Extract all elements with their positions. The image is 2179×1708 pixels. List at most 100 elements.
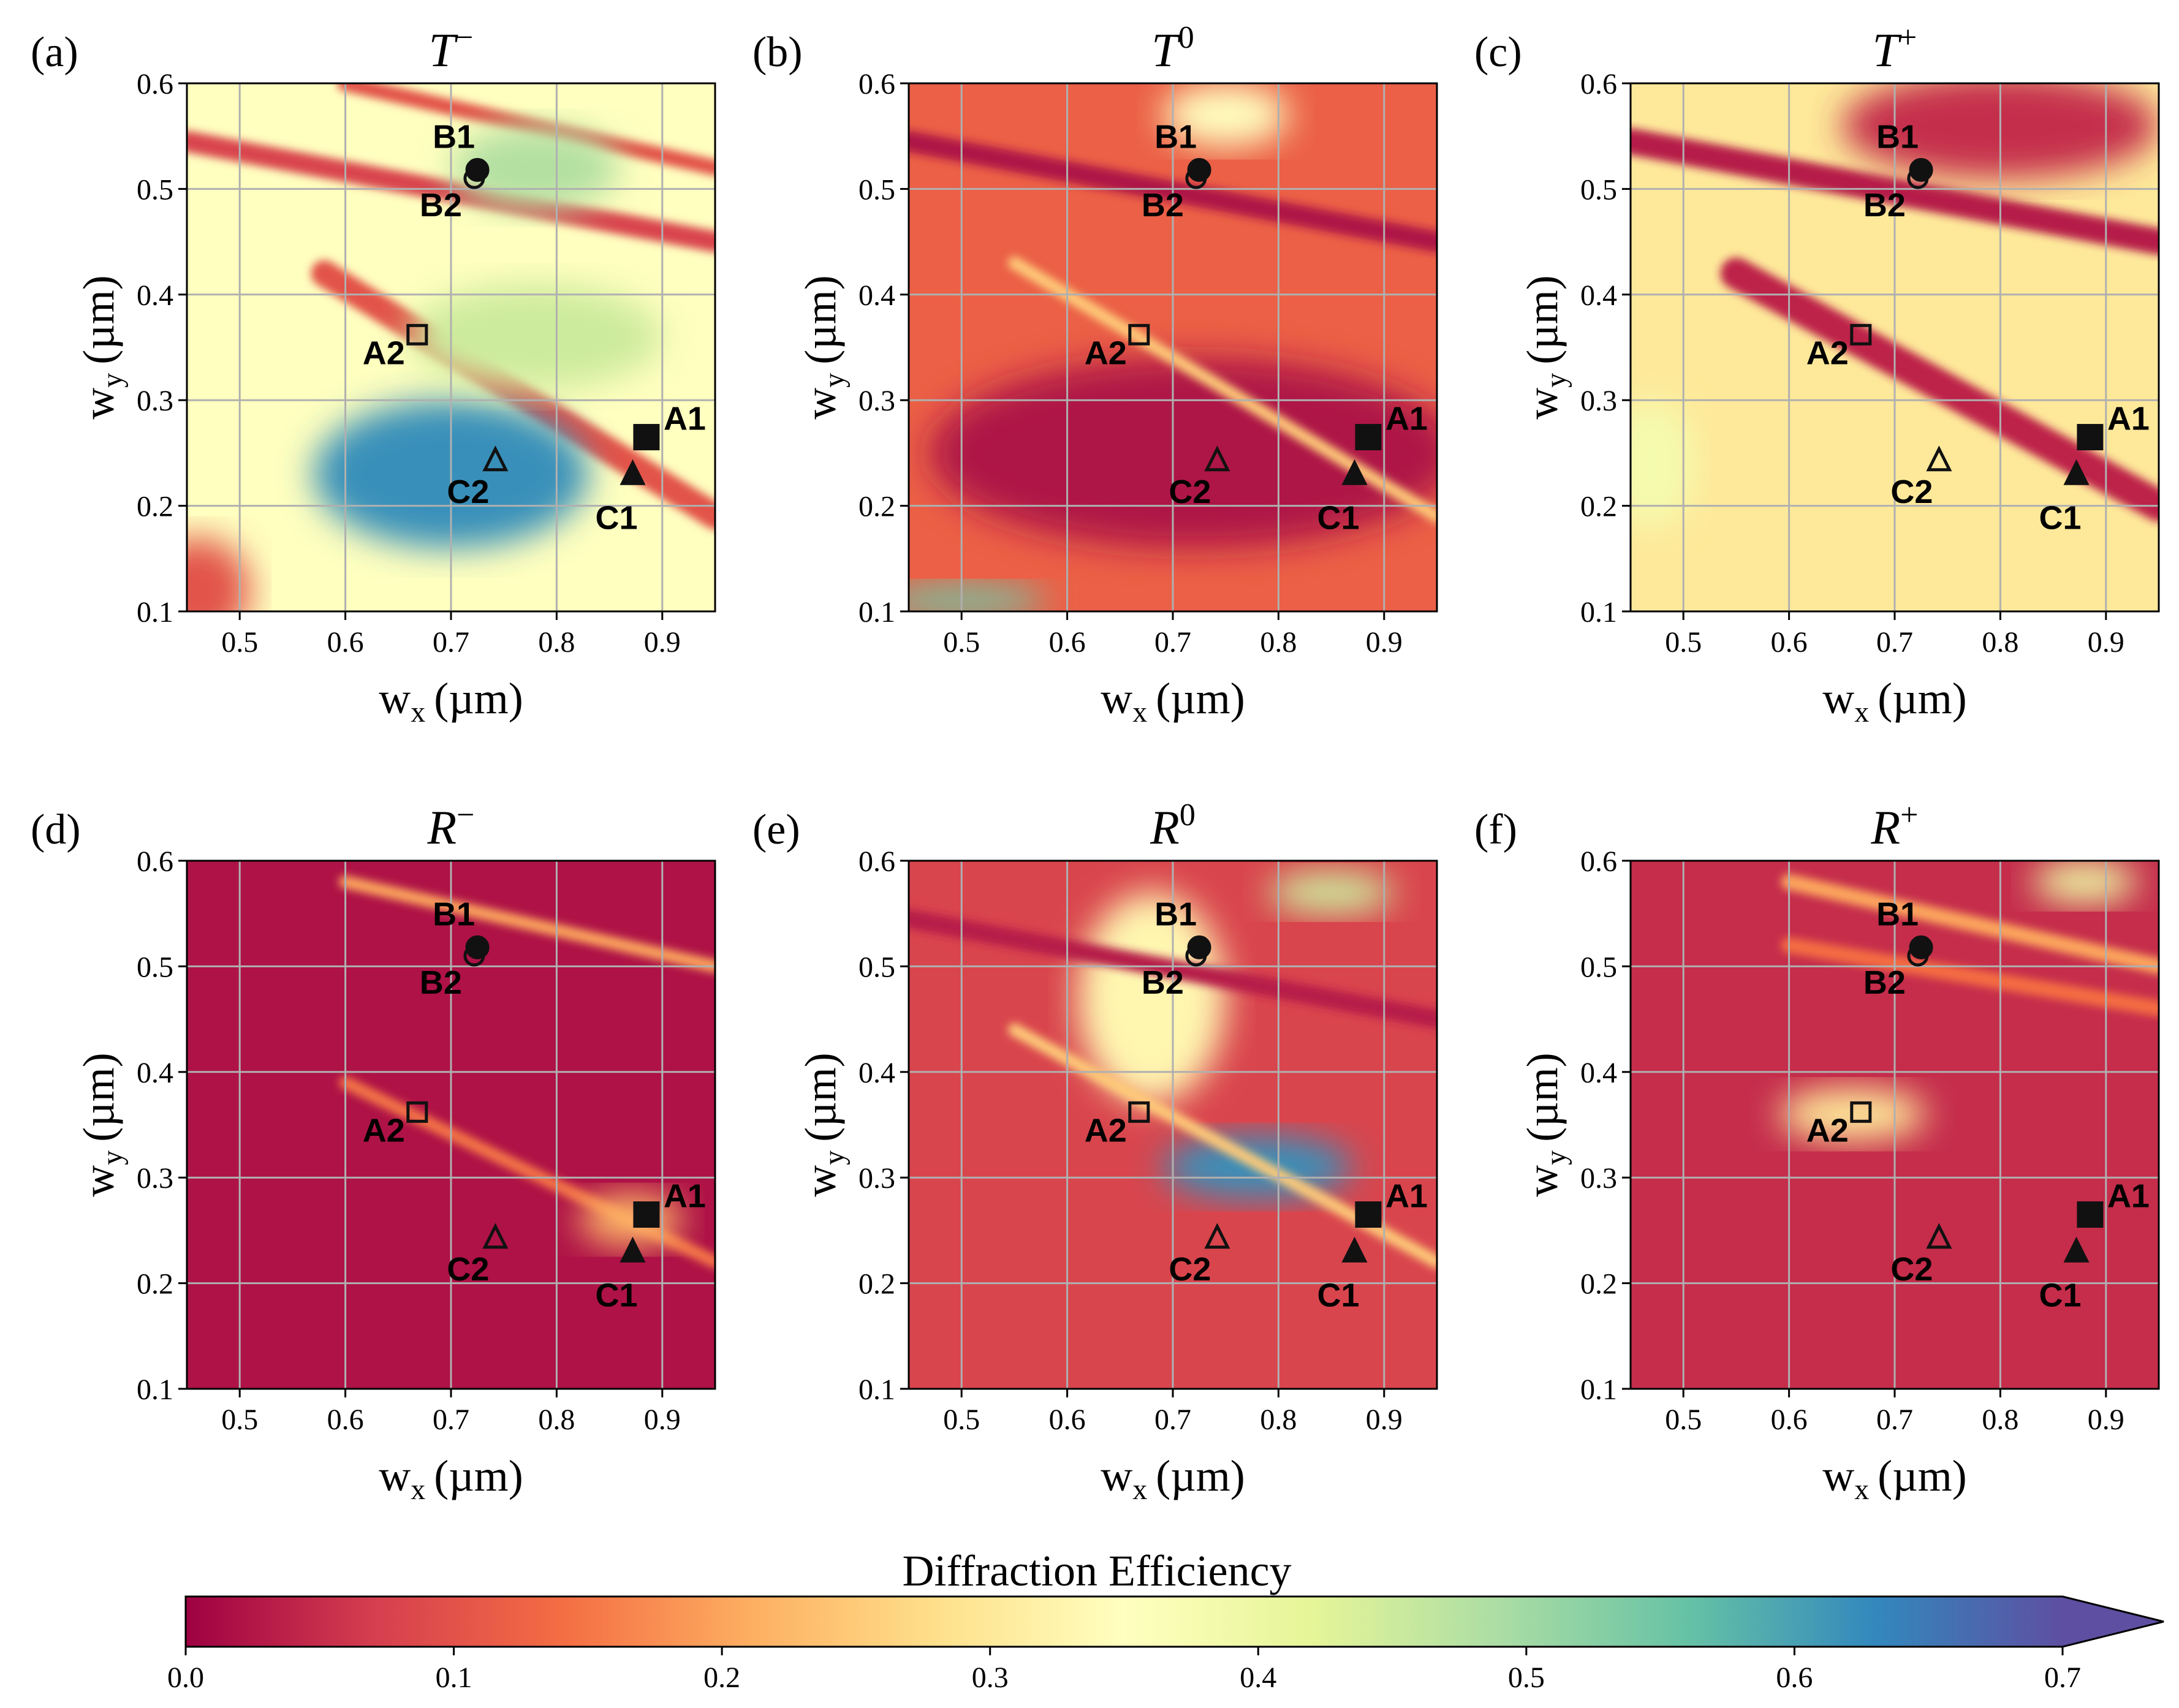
marker-b2 <box>1185 945 1207 967</box>
x-axis-label: wx (µm) <box>1822 1451 1966 1506</box>
y-tick-label: 0.4 <box>858 1057 895 1089</box>
y-tick-label: 0.1 <box>1580 1374 1617 1406</box>
panel-3: 0.5 0.6 0.7 0.8 0.9 0.1 0.2 0.3 0.4 0.5 0.6 wx (µm) w… <box>31 798 716 1506</box>
heatmap-band <box>1720 257 2159 522</box>
marker-c2 <box>482 445 509 472</box>
x-tick-label: 0.6 <box>327 1404 364 1436</box>
marker-label-b1: B1 <box>1154 118 1197 155</box>
marker-c1 <box>620 459 646 485</box>
y-tick-label: 0.3 <box>137 385 173 417</box>
marker-label-c1: C1 <box>595 1277 637 1314</box>
marker-c2 <box>1204 1223 1230 1249</box>
marker-a1 <box>633 424 660 451</box>
x-tick-label: 0.8 <box>1260 626 1297 659</box>
x-axis-label: wx (µm) <box>1101 674 1245 728</box>
y-tick-label: 0.5 <box>137 951 173 983</box>
x-tick-label: 0.7 <box>433 1404 469 1436</box>
y-tick-label: 0.1 <box>1580 596 1617 629</box>
marker-b2 <box>1907 945 1929 967</box>
y-tick-label: 0.4 <box>137 1057 173 1089</box>
marker-label-a2: A2 <box>363 1112 405 1149</box>
marker-b2 <box>1907 167 1929 189</box>
marker-label-c2: C2 <box>1169 474 1211 510</box>
heatmap-region <box>187 537 251 611</box>
x-axis-label: wx (µm) <box>379 1451 523 1506</box>
x-tick-label: 0.5 <box>221 626 258 659</box>
marker-label-a2: A2 <box>1085 1112 1127 1149</box>
x-tick-label: 0.9 <box>1366 626 1403 659</box>
marker-label-c1: C1 <box>595 500 637 537</box>
x-tick-label: 0.9 <box>644 1404 681 1436</box>
marker-label-a1: A1 <box>1385 1178 1428 1215</box>
x-axis-label: wx (µm) <box>379 674 523 728</box>
panel-letter: (d) <box>31 806 81 853</box>
panel-letter: (f) <box>1474 806 1517 853</box>
y-axis-label: wy(µm) <box>796 275 851 419</box>
marker-label-c1: C1 <box>1317 1277 1359 1314</box>
marker-label-c1: C1 <box>2039 1277 2081 1314</box>
heatmap-band <box>339 875 715 973</box>
marker-label-c2: C2 <box>1890 474 1933 510</box>
panel-title: R− <box>427 798 475 854</box>
panel-0: 0.5 0.6 0.7 0.8 0.9 0.1 0.2 0.3 0.4 0.5 0.6 wx (µm) w… <box>31 20 716 728</box>
marker-label-b2: B2 <box>1863 187 1906 224</box>
x-tick-label: 0.5 <box>1665 626 1702 659</box>
x-tick-label: 0.9 <box>644 626 681 659</box>
panel-letter: (c) <box>1474 29 1522 76</box>
y-tick-label: 0.6 <box>1580 845 1617 878</box>
marker-a1 <box>1355 424 1382 451</box>
marker-label-b2: B2 <box>420 964 462 1001</box>
x-tick-label: 0.6 <box>1049 626 1086 659</box>
y-tick-label: 0.5 <box>858 173 895 206</box>
marker-label-c2: C2 <box>447 1251 489 1288</box>
marker-c2 <box>482 1223 509 1249</box>
marker-label-b1: B1 <box>1876 118 1919 155</box>
panel-1: 0.5 0.6 0.7 0.8 0.9 0.1 0.2 0.3 0.4 0.5 0.6 wx (µm) w… <box>752 20 1438 728</box>
colorbar-tick-label: 0.4 <box>1240 1661 1276 1694</box>
heatmap-band <box>1781 937 2159 1017</box>
y-tick-label: 0.5 <box>1580 951 1617 983</box>
heatmap-region <box>1268 871 1395 914</box>
marker-label-c2: C2 <box>447 474 489 510</box>
marker-label-a1: A1 <box>2107 401 2150 437</box>
marker-label-a2: A2 <box>1806 334 1849 371</box>
heatmap-region <box>930 358 1437 548</box>
x-tick-label: 0.8 <box>1982 1404 2018 1436</box>
y-tick-label: 0.6 <box>858 68 895 100</box>
marker-label-b2: B2 <box>1863 964 1906 1001</box>
marker-c2 <box>1926 445 1952 472</box>
marker-label-a2: A2 <box>1806 1112 1849 1149</box>
marker-a2 <box>1128 323 1150 346</box>
x-tick-label: 0.7 <box>1876 1404 1913 1436</box>
colorbar-tick-label: 0.6 <box>1776 1661 1813 1694</box>
marker-a2 <box>1850 1101 1872 1123</box>
marker-a2 <box>1128 1101 1150 1123</box>
marker-a2 <box>406 323 428 346</box>
colorbar-tick-label: 0.7 <box>2044 1661 2081 1694</box>
x-tick-label: 0.7 <box>1876 626 1913 659</box>
y-tick-label: 0.3 <box>1580 385 1617 417</box>
x-tick-label: 0.5 <box>221 1404 258 1436</box>
heatmap-band <box>311 260 715 530</box>
y-tick-label: 0.2 <box>1580 1268 1617 1301</box>
marker-c1 <box>1341 1236 1368 1263</box>
marker-a2 <box>406 1101 428 1123</box>
heatmap-region <box>1162 83 1289 147</box>
marker-label-b1: B1 <box>433 118 475 155</box>
heatmap-region <box>2032 861 2138 903</box>
heatmap-image <box>187 83 715 611</box>
marker-a1 <box>633 1201 660 1228</box>
colorbar-frame <box>184 1595 2164 1648</box>
marker-label-b1: B1 <box>1154 896 1197 932</box>
panel-title: R0 <box>1150 798 1196 854</box>
y-tick-label: 0.5 <box>1580 173 1617 206</box>
y-tick-label: 0.4 <box>1580 279 1617 312</box>
marker-label-c1: C1 <box>1317 500 1359 537</box>
marker-label-a1: A1 <box>664 401 706 437</box>
colorbar-tick-label: 0.2 <box>703 1661 740 1694</box>
marker-label-b2: B2 <box>1142 187 1184 224</box>
marker-c2 <box>1926 1223 1952 1249</box>
marker-label-a1: A1 <box>664 1178 706 1215</box>
marker-label-a2: A2 <box>363 334 405 371</box>
